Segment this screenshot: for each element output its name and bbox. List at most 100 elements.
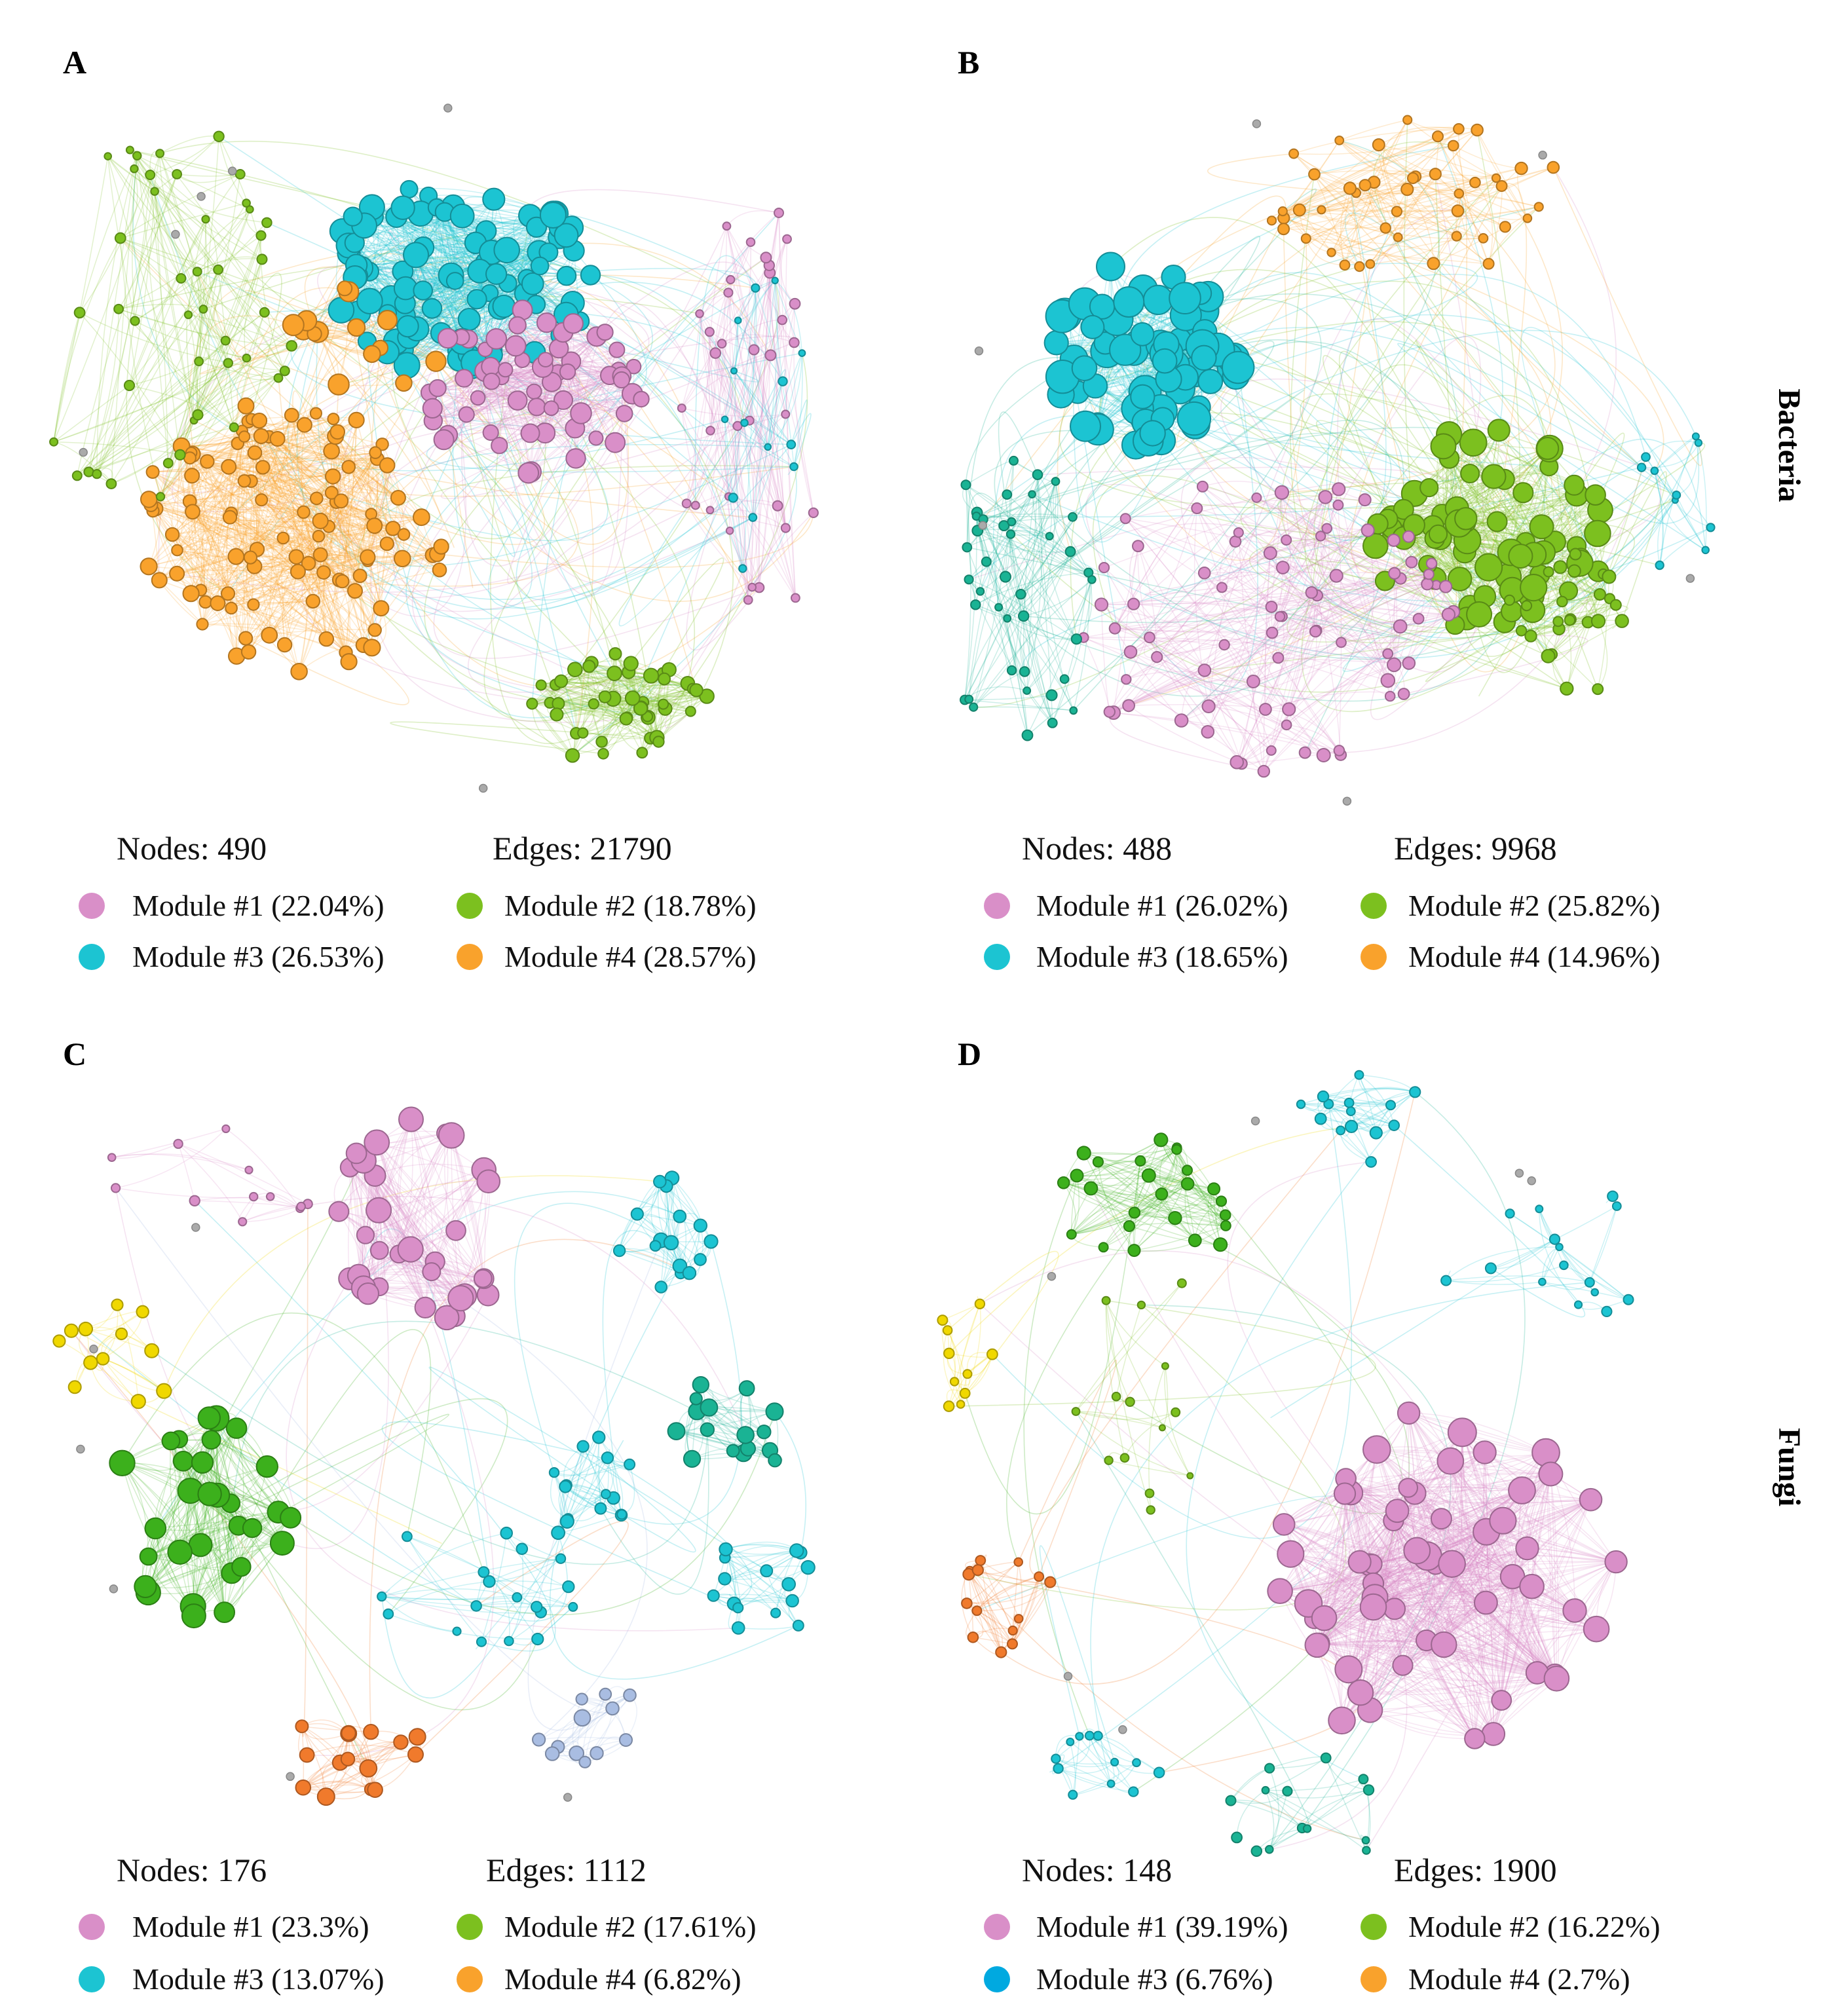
network-edge: [337, 347, 696, 599]
network-edge: [326, 420, 357, 639]
network-edge: [136, 155, 229, 364]
network-node: [582, 660, 596, 673]
network-edge: [159, 153, 204, 310]
legend-swatch: [984, 893, 1010, 919]
network-edge: [724, 419, 734, 498]
network-edge: [540, 684, 648, 718]
network-node: [543, 400, 559, 417]
network-edge: [694, 255, 757, 506]
network-edge: [531, 703, 573, 756]
network-edge: [367, 444, 386, 557]
network-node: [243, 550, 257, 565]
network-edge: [1100, 604, 1110, 712]
network-edge: [323, 572, 347, 653]
network-node: [296, 417, 312, 433]
network-edge: [433, 420, 575, 429]
network-edge: [197, 377, 279, 415]
network-node: [526, 698, 538, 710]
network-node: [433, 538, 449, 555]
network-node: [1522, 214, 1533, 223]
network-node: [169, 565, 185, 582]
network-edge: [781, 342, 795, 529]
network-node: [221, 458, 237, 475]
network-edge: [54, 441, 181, 456]
network-edge: [128, 222, 267, 386]
network-node: [400, 179, 419, 198]
network-node: [1342, 796, 1352, 806]
network-edge: [181, 443, 332, 452]
network-node: [1441, 607, 1455, 622]
network-node: [1387, 533, 1400, 548]
network-edge: [207, 460, 440, 570]
network-edge: [444, 212, 493, 356]
network-edge: [254, 452, 388, 544]
network-node: [1397, 688, 1410, 700]
network-edge: [726, 210, 779, 227]
network-edge: [202, 569, 440, 625]
network-edge: [152, 472, 347, 653]
network-edge: [107, 156, 136, 322]
network-node: [781, 409, 791, 419]
network-edge: [180, 209, 250, 279]
network-edge: [573, 323, 616, 443]
network-edge: [221, 513, 232, 608]
network-edge: [248, 538, 284, 652]
network-edge: [153, 471, 332, 494]
network-edge: [528, 323, 574, 474]
network-node: [238, 430, 251, 443]
network-edge: [686, 503, 753, 588]
network-edge: [229, 452, 376, 518]
network-edge: [733, 370, 792, 445]
network-edge: [254, 558, 440, 570]
network-node: [183, 451, 197, 465]
network-edge: [172, 525, 375, 535]
network-edge: [172, 534, 364, 646]
network-edge: [176, 242, 751, 593]
network-node: [1191, 345, 1217, 371]
network-node: [520, 423, 540, 443]
network-node: [155, 492, 166, 502]
network-node: [1222, 350, 1255, 384]
network-node: [194, 356, 204, 367]
network-edge: [681, 265, 770, 409]
network-edge: [574, 669, 652, 681]
network-node: [221, 586, 235, 601]
network-edge: [373, 525, 760, 688]
network-node: [536, 312, 557, 333]
network-node: [1201, 725, 1215, 739]
network-edge: [151, 504, 257, 550]
network-node: [1387, 657, 1402, 673]
network-edge: [709, 292, 729, 431]
network-edge: [728, 292, 749, 601]
network-node: [1508, 544, 1533, 569]
network-edge: [197, 271, 226, 341]
network-edge: [287, 207, 693, 690]
network-edge: [88, 168, 135, 472]
network-node: [1372, 138, 1385, 152]
network-edge: [217, 269, 235, 428]
network-node: [643, 667, 660, 684]
network-node: [397, 528, 411, 541]
network-edge: [237, 443, 319, 537]
network-node: [197, 192, 206, 201]
network-edge: [96, 209, 251, 475]
network-edge: [53, 312, 81, 442]
network-node: [363, 345, 381, 364]
network-node: [276, 637, 293, 653]
network-node: [1358, 493, 1372, 507]
panel-b: B Nodes: 488 Edges: 9968 Module #1 (26.0…: [958, 44, 1716, 973]
network-edge: [198, 361, 279, 379]
network-edge: [134, 168, 521, 470]
network-edge: [149, 498, 251, 558]
legend-swatch: [79, 944, 105, 970]
network-node: [1316, 748, 1331, 762]
network-edge: [189, 500, 393, 529]
network-node: [1196, 480, 1209, 493]
network-edge: [759, 212, 781, 588]
network-edge: [197, 271, 379, 550]
network-edge: [709, 353, 716, 431]
network-node: [1429, 168, 1442, 181]
network-edge: [190, 481, 252, 594]
network-edge: [392, 371, 730, 612]
network-node: [123, 379, 136, 392]
